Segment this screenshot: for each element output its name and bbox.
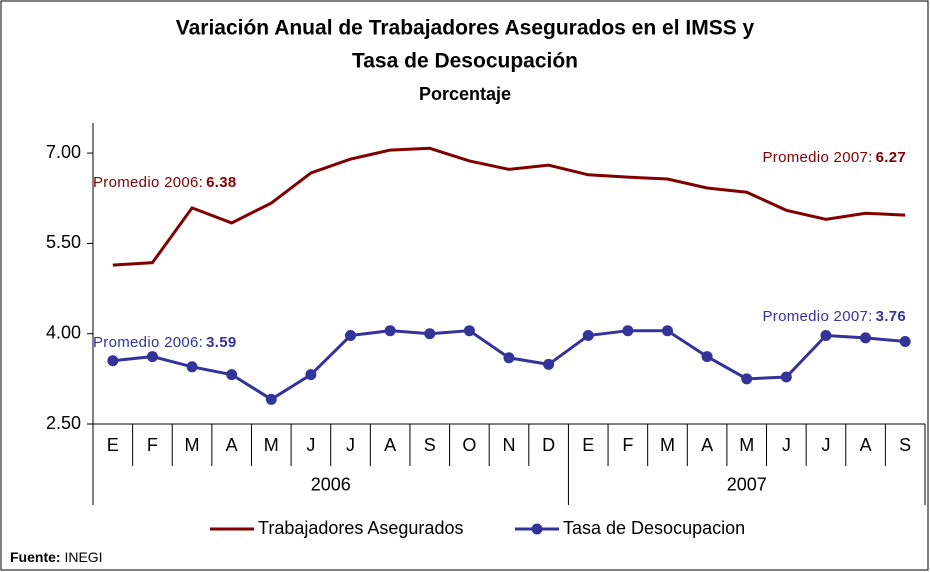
annotation: Promedio 2006: 6.38 xyxy=(93,174,237,191)
point xyxy=(820,330,832,342)
point xyxy=(226,369,238,381)
x-tick-label: A xyxy=(226,435,238,455)
x-tick-label: A xyxy=(384,435,396,455)
x-tick-label: F xyxy=(147,435,158,455)
x-group-label: 2006 xyxy=(311,474,351,494)
legend-marker xyxy=(531,523,543,535)
point xyxy=(186,361,198,373)
annotation-label: Promedio 2007: xyxy=(762,308,872,325)
point xyxy=(146,351,158,363)
point xyxy=(384,325,396,337)
point xyxy=(503,352,515,364)
x-tick-label: N xyxy=(503,435,516,455)
x-tick-label: J xyxy=(346,435,355,455)
chart-subtitle: Porcentaje xyxy=(419,84,511,104)
x-tick-label: E xyxy=(582,435,594,455)
x-tick-label: O xyxy=(462,435,476,455)
point xyxy=(424,328,436,340)
x-group-label: 2007 xyxy=(727,474,767,494)
x-tick-label: J xyxy=(821,435,830,455)
x-tick-label: S xyxy=(899,435,911,455)
x-tick-label: E xyxy=(107,435,119,455)
annotation-label: Promedio 2007: xyxy=(762,149,872,166)
point xyxy=(463,325,475,337)
annotation: Promedio 2007: 3.76 xyxy=(762,308,906,325)
y-tick-label: 5.50 xyxy=(46,232,81,252)
legend-label: Trabajadores Asegurados xyxy=(258,518,463,538)
y-tick-label: 7.00 xyxy=(46,142,81,162)
legend-label: Tasa de Desocupacion xyxy=(563,518,745,538)
point xyxy=(622,325,634,337)
source: Fuente: INEGI xyxy=(10,549,103,565)
annotation: Promedio 2007: 6.27 xyxy=(762,149,906,166)
annotation-value: 6.27 xyxy=(876,149,906,166)
annotation-value: 3.59 xyxy=(206,334,236,351)
point xyxy=(107,355,119,367)
point xyxy=(741,373,753,385)
y-tick-label: 4.00 xyxy=(46,322,81,342)
x-tick-label: M xyxy=(264,435,279,455)
chart-title-line2: Tasa de Desocupación xyxy=(352,50,578,73)
annotation-label: Promedio 2006: xyxy=(93,334,203,351)
x-tick-label: M xyxy=(185,435,200,455)
x-tick-label: J xyxy=(306,435,315,455)
point xyxy=(780,371,792,383)
point xyxy=(701,351,713,363)
source-name: INEGI xyxy=(64,549,102,565)
y-tick-label: 2.50 xyxy=(46,413,81,433)
x-tick-label: M xyxy=(739,435,754,455)
series-line xyxy=(112,146,906,267)
x-tick-label: A xyxy=(860,435,872,455)
point xyxy=(899,336,911,348)
annotation-value: 3.76 xyxy=(876,308,906,325)
source-label: Fuente: xyxy=(10,549,61,565)
x-tick-label: M xyxy=(660,435,675,455)
annotation-value: 6.38 xyxy=(206,174,236,191)
point xyxy=(345,330,357,342)
chart-title: Variación Anual de Trabajadores Asegurad… xyxy=(176,17,755,40)
point xyxy=(265,393,277,405)
point xyxy=(582,330,594,342)
x-tick-label: F xyxy=(622,435,633,455)
point xyxy=(860,332,872,344)
point xyxy=(305,369,317,381)
annotation: Promedio 2006: 3.59 xyxy=(93,334,237,351)
x-tick-label: D xyxy=(542,435,555,455)
x-tick-label: J xyxy=(782,435,791,455)
x-tick-label: S xyxy=(424,435,436,455)
point xyxy=(543,358,555,370)
annotation-label: Promedio 2006: xyxy=(93,174,203,191)
point xyxy=(661,325,673,337)
x-tick-label: A xyxy=(701,435,713,455)
